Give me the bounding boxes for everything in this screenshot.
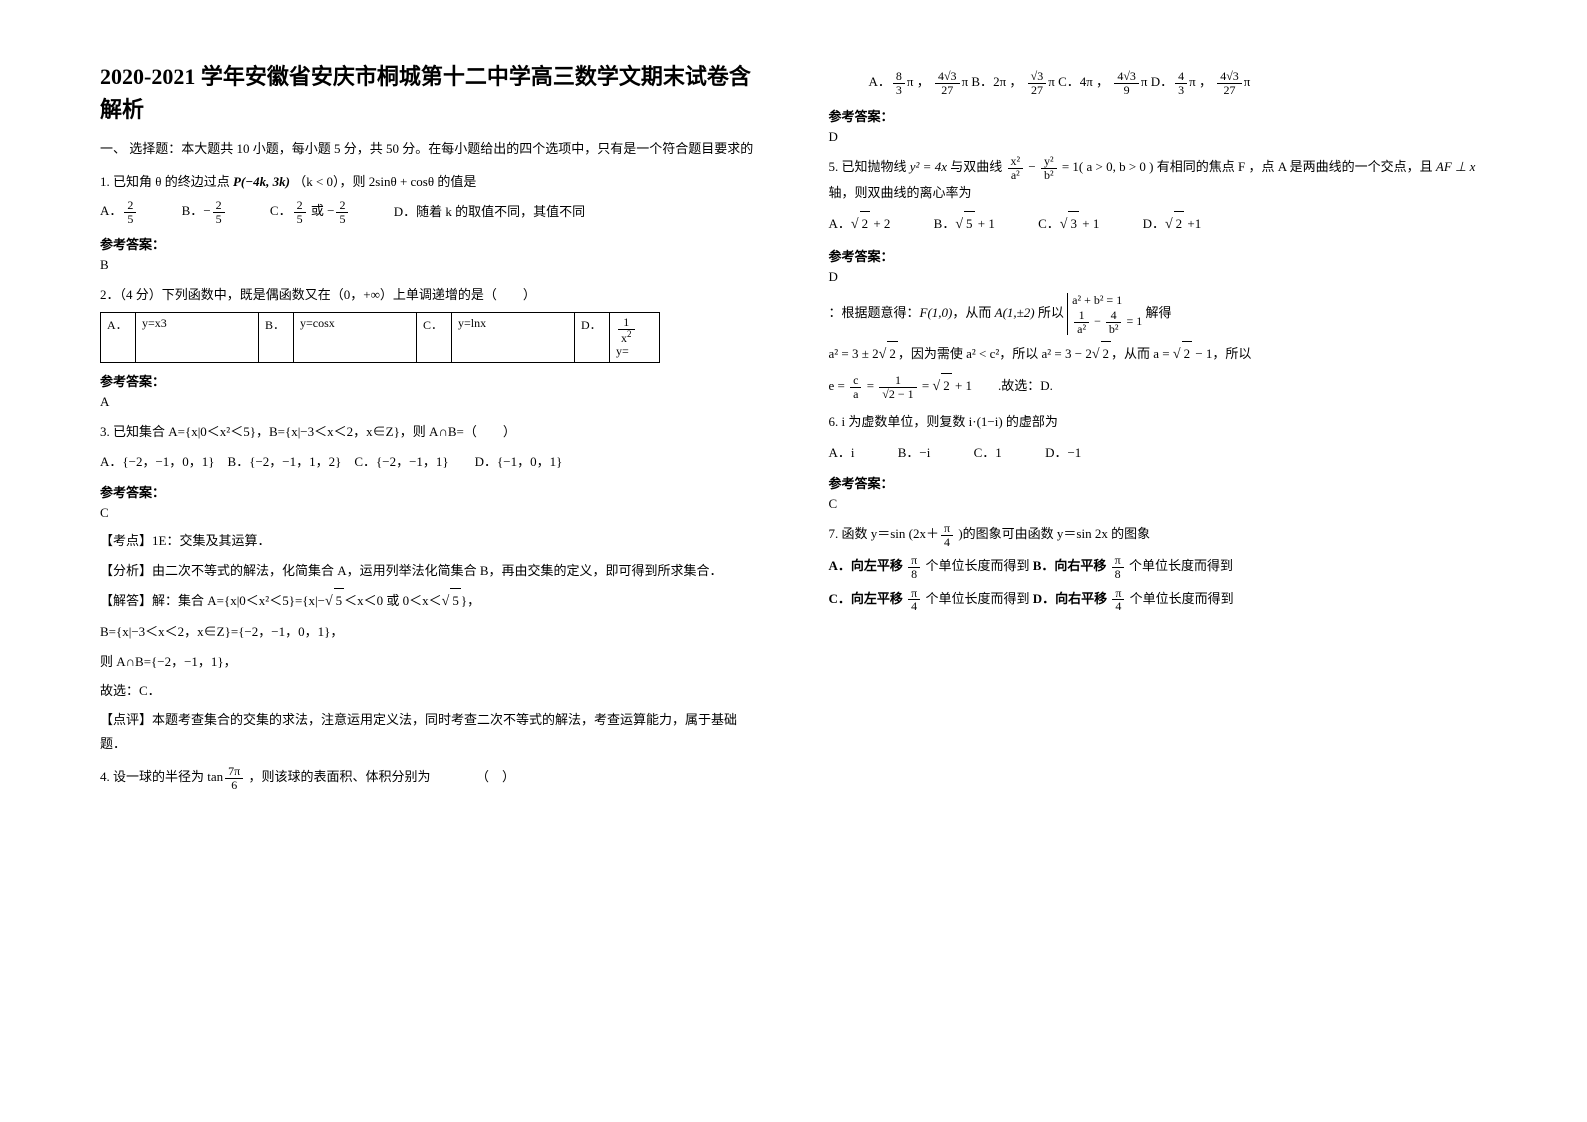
q1-options: A．25 B．−25 C．25 或 −25 D．随着 k 的取值不同，其值不同 <box>100 199 759 225</box>
q1-B-pre: − <box>203 204 210 219</box>
q6-options: A．i B．−i C．1 D．−1 <box>829 440 1488 465</box>
q3-jd3: 则 A∩B={−2，−1，1}， <box>100 650 759 673</box>
q4-options: A．83π ， 4√327π B．2π ， √327π C．4π ， 4√39π… <box>869 70 1488 96</box>
q3-ans: C <box>100 505 759 521</box>
q2-D-val: 1x2 y= <box>610 313 660 363</box>
q7-opts-row1: A．向左平移 π8 个单位长度而得到 B．向右平移 π8 个单位长度而得到 <box>829 554 1488 580</box>
q2-B-lab: B． <box>259 313 294 363</box>
q2-option-table: A． y=x3 B． y=cosx C． y=lnx D． 1x2 y= <box>100 312 660 363</box>
q5-options: A．√2 + 2 B．√5 + 1 C．√3 + 1 D．√2 +1 <box>829 211 1488 239</box>
q1-stem-a: 1. 已知角 θ 的终边过点 <box>100 174 233 189</box>
q4-stem: 4. 设一球的半径为 tan7π6 ，则该球的表面积、体积分别为 （ ） <box>100 765 759 791</box>
q2-D-num: 1 <box>618 316 635 330</box>
q1-B-num: 2 <box>213 199 225 213</box>
q2-C-lab: C． <box>417 313 452 363</box>
section-1-heading: 一、 选择题：本大题共 10 小题，每小题 5 分，共 50 分。在每小题给出的… <box>100 138 759 160</box>
q1-D: D．随着 k 的取值不同，其值不同 <box>394 200 585 225</box>
q5-sys1: a² + b² = 1 <box>1072 293 1122 307</box>
q2-stem: 2．（4 分）下列函数中，既是偶函数又在（0，+∞）上单调递增的是（ ） <box>100 283 759 306</box>
q3-jd1: 【解答】解：集合 A={x|0＜x²＜5}={x|−√5＜x＜0 或 0＜x＜√… <box>100 588 759 614</box>
q7-opts-row2: C．向左平移 π4 个单位长度而得到 D．向右平移 π4 个单位长度而得到 <box>829 587 1488 613</box>
q6-ans: C <box>829 496 1488 512</box>
q3-jd4: 故选：C． <box>100 679 759 702</box>
q1-C-mid: 或 <box>308 204 328 219</box>
q6-stem: 6. i 为虚数单位，则复数 i·(1−i) 的虚部为 <box>829 410 1488 433</box>
q1-C-ld: 5 <box>294 213 306 226</box>
q5-ans: D <box>829 269 1488 285</box>
q3-dp: 【点评】本题考查集合的交集的求法，注意运用定义法，同时考查二次不等式的解法，考查… <box>100 708 759 755</box>
q1-C-rp: − <box>327 204 334 219</box>
q1-C-rd: 5 <box>336 213 348 226</box>
q2-D-lab: D． <box>575 313 610 363</box>
q1-A-den: 5 <box>124 213 136 226</box>
q6-ans-label: 参考答案： <box>829 473 1488 492</box>
q5-ans-label: 参考答案： <box>829 246 1488 265</box>
q2-D-den: x2 <box>618 330 635 345</box>
q3-ans-label: 参考答案： <box>100 482 759 501</box>
q3-opts: A．{−2，−1，0，1} B．{−2，−1，1，2} C．{−2，−1，1} … <box>100 450 759 475</box>
q3-jd2: B={x|−3＜x＜2，x∈Z}={−2，−1，0，1}， <box>100 620 759 643</box>
q2-ans-label: 参考答案： <box>100 371 759 390</box>
q3-kd: 【考点】1E：交集及其运算． <box>100 529 759 552</box>
q1-point: P(−4k, 3k) <box>233 174 290 189</box>
q2-A-lab: A． <box>101 313 136 363</box>
q5-sol-3: e = ca = 1√2 − 1 = √2 + 1 .故选：D. <box>829 373 1488 400</box>
q2-B-val: y=cosx <box>294 313 417 363</box>
q4-tan: tan <box>207 769 223 784</box>
q2-ans: A <box>100 394 759 410</box>
q1-stem: 1. 已知角 θ 的终边过点 P(−4k, 3k) （k < 0），则 2sin… <box>100 170 759 193</box>
q1-ans: B <box>100 257 759 273</box>
q4-num: 7π <box>225 765 243 779</box>
q7-stem: 7. 函数 y＝sin (2x＋π4 )的图象可由函数 y＝sin 2x 的图象 <box>829 522 1488 548</box>
q1-C-rn: 2 <box>336 199 348 213</box>
q4-ans: D <box>829 129 1488 145</box>
q5-sol-2: a² = 3 ± 2√2，因为需使 a² < c²，所以 a² = 3 − 2√… <box>829 341 1488 367</box>
q3-stem: 3. 已知集合 A={x|0＜x²＜5}，B={x|−3＜x＜2，x∈Z}，则 … <box>100 420 759 443</box>
q1-ans-label: 参考答案： <box>100 234 759 253</box>
q2-A-val: y=x3 <box>136 313 259 363</box>
q1-A-num: 2 <box>124 199 136 213</box>
q1-B-den: 5 <box>213 213 225 226</box>
q1-stem-b: （k < 0），则 2sinθ + cosθ 的值是 <box>293 174 476 189</box>
q2-D-y: y= <box>616 344 629 358</box>
q5-stem: 5. 已知抛物线 y² = 4x 与双曲线 x²a² − y²b² = 1( a… <box>829 155 1488 205</box>
q2-C-val: y=lnx <box>452 313 575 363</box>
q1-C-ln: 2 <box>294 199 306 213</box>
q3-fx: 【分析】由二次不等式的解法，化简集合 A，运用列举法化简集合 B，再由交集的定义… <box>100 559 759 582</box>
exam-title: 2020-2021 学年安徽省安庆市桐城第十二中学高三数学文期末试卷含解析 <box>100 60 759 126</box>
q4-ans-label: 参考答案： <box>829 106 1488 125</box>
q4-den: 6 <box>225 779 243 792</box>
q5-sol-1: ：根据题意得：F(1,0)，从而 A(1,±2) 所以 a² + b² = 1 … <box>829 293 1488 335</box>
